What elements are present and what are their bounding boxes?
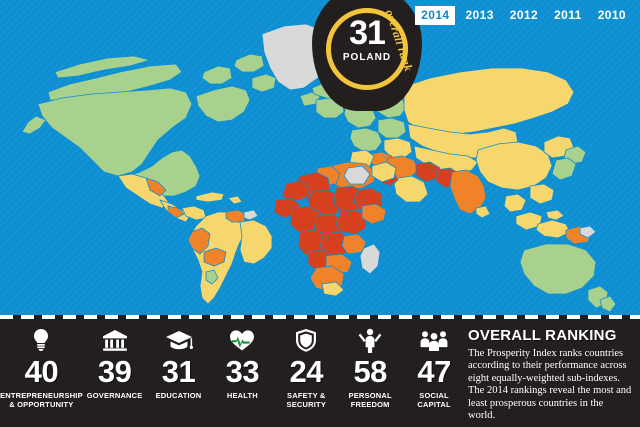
- stat-value: 31: [161, 354, 196, 389]
- stat-label: SAFETY & SECURITY: [286, 391, 327, 409]
- badge-country-name: POLAND: [342, 52, 392, 63]
- shield-icon: [295, 327, 317, 353]
- stat-label: ENTREPRENEURSHIP & OPPORTUNITY: [0, 391, 83, 409]
- stat-value: 58: [353, 354, 387, 389]
- stat-label: GOVERNANCE: [86, 391, 143, 400]
- panel-body: The Prosperity Index ranks countries acc…: [468, 348, 632, 422]
- stat-label: SOCIAL CAPITAL: [417, 391, 451, 409]
- people-group-icon: [419, 327, 449, 353]
- stat-label: PERSONAL FREEDOM: [348, 391, 392, 409]
- stat-governance[interactable]: 39 GOVERNANCE: [83, 321, 147, 427]
- lightbulb-icon: [31, 327, 51, 353]
- year-tabs[interactable]: 2014 2013 2012 2011 2010: [415, 6, 632, 25]
- stat-value: 39: [97, 354, 132, 389]
- rank-badge[interactable]: 31 POLAND overall rank: [312, 0, 422, 111]
- world-map-svg: [21, 23, 617, 313]
- world-map[interactable]: 2014 2013 2012 2011 2010 31 POLAND overa…: [0, 0, 640, 315]
- stat-label: HEALTH: [226, 391, 258, 400]
- year-tab-2011[interactable]: 2011: [554, 8, 582, 22]
- year-tab-2014[interactable]: 2014: [415, 6, 456, 25]
- panel-title: OVERALL RANKING: [468, 327, 617, 344]
- stat-value: 47: [417, 354, 451, 389]
- badge-ring: [326, 8, 408, 90]
- overall-ranking-panel: OVERALL RANKING The Prosperity Index ran…: [468, 321, 640, 427]
- stat-safety-security[interactable]: 24 SAFETY & SECURITY: [274, 321, 338, 427]
- stat-education[interactable]: 31 EDUCATION: [147, 321, 211, 427]
- stat-entrepreneurship[interactable]: 40 ENTREPRENEURSHIP & OPPORTUNITY: [0, 321, 83, 427]
- badge-rank-value: 31: [349, 14, 386, 52]
- stat-value: 33: [225, 354, 260, 389]
- sub-index-stats: 40 ENTREPRENEURSHIP & OPPORTUNITY 39 GOV…: [0, 321, 466, 427]
- person-raised-arms-icon: [357, 327, 383, 353]
- heart-pulse-icon: [229, 327, 255, 353]
- stat-label: EDUCATION: [155, 391, 202, 400]
- stat-health[interactable]: 33 HEALTH: [210, 321, 274, 427]
- year-tab-2010[interactable]: 2010: [597, 8, 626, 22]
- dashed-divider: [0, 315, 640, 321]
- stat-value: 40: [24, 354, 59, 389]
- year-tab-2012[interactable]: 2012: [509, 8, 539, 22]
- stat-social-capital[interactable]: 47 SOCIAL CAPITAL: [402, 321, 466, 427]
- footer: 40 ENTREPRENEURSHIP & OPPORTUNITY 39 GOV…: [0, 321, 640, 427]
- bank-icon: [102, 327, 128, 353]
- graduation-cap-icon: [165, 327, 193, 353]
- stat-personal-freedom[interactable]: 58 PERSONAL FREEDOM: [338, 321, 402, 427]
- year-tab-2013[interactable]: 2013: [465, 8, 494, 22]
- stat-value: 24: [289, 354, 324, 389]
